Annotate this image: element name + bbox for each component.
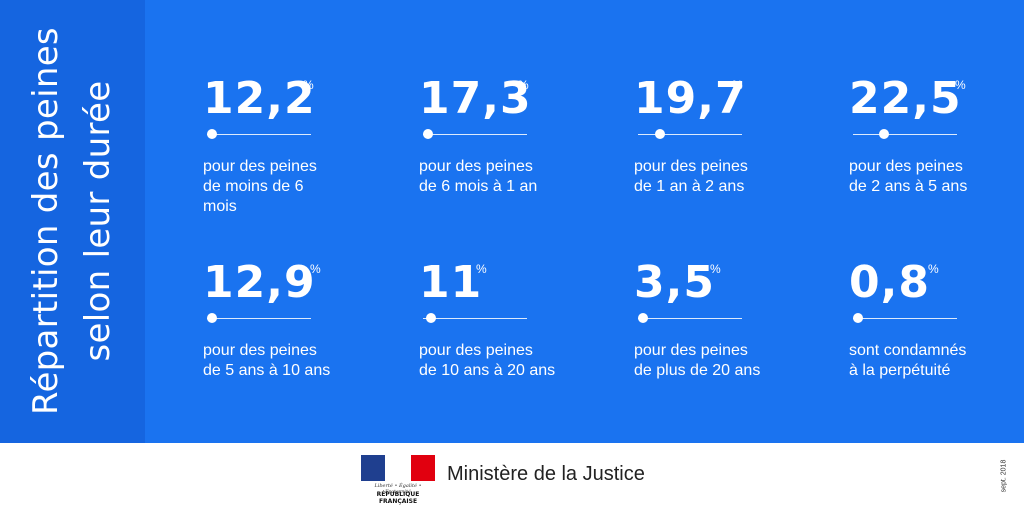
divider-dot: [879, 129, 889, 139]
divider-line: [853, 318, 957, 319]
logo-motto: Liberté • Égalité • Fraternité: [374, 483, 422, 495]
divider-line: [423, 318, 527, 319]
sidebar-title: Répartition des peines selon leur durée: [20, 27, 124, 415]
main-panel: [0, 0, 1024, 443]
sidebar-title-line-2: selon leur durée: [78, 80, 118, 362]
divider-line: [638, 318, 742, 319]
divider-dot: [423, 129, 433, 139]
marianne-flag-icon: [361, 455, 435, 481]
stat-value: 12,2: [203, 73, 316, 124]
percent-sign: %: [476, 262, 487, 276]
divider-dot: [207, 129, 217, 139]
percent-sign: %: [310, 262, 321, 276]
stat-value: 12,9: [203, 257, 316, 308]
description-line: pour des peines: [203, 158, 317, 175]
divider-dot: [426, 313, 436, 323]
description-line: de 2 ans à 5 ans: [849, 178, 968, 195]
logo-republique: RÉPUBLIQUE FRANÇAISE: [376, 491, 420, 505]
description-line: sont condamnés: [849, 342, 967, 359]
percent-sign: %: [928, 262, 939, 276]
description-line: pour des peines: [849, 158, 963, 175]
stat-description: pour des peines de 1 an à 2 ans: [634, 157, 784, 197]
percent-sign: %: [518, 78, 529, 92]
description-line: de plus de 20 ans: [634, 362, 761, 379]
divider-dot: [207, 313, 217, 323]
divider-line: [207, 134, 311, 135]
percent-sign: %: [710, 262, 721, 276]
divider-dot: [638, 313, 648, 323]
percent-sign: %: [732, 78, 743, 92]
stat-value: 17,3: [419, 73, 532, 124]
ministry-name: Ministère de la Justice: [447, 463, 645, 485]
stat-value: 22,5: [849, 73, 962, 124]
stat-value: 19,7: [634, 73, 747, 124]
description-line: pour des peines: [419, 158, 533, 175]
divider-line: [638, 134, 742, 135]
republique-francaise-logo: Liberté • Égalité • Fraternité RÉPUBLIQU…: [361, 455, 435, 505]
description-line: pour des peines: [419, 342, 533, 359]
publication-date: sept. 2018: [1000, 459, 1008, 493]
divider-dot: [655, 129, 665, 139]
stat-description: pour des peines de 10 ans à 20 ans: [419, 341, 569, 381]
stat-description: pour des peines de 5 ans à 10 ans: [203, 341, 353, 381]
description-line: de 1 an à 2 ans: [634, 178, 745, 195]
description-line: mois: [203, 198, 237, 215]
stat-description: pour des peines de moins de 6 mois: [203, 157, 353, 217]
stat-value: 11: [419, 257, 483, 308]
divider-line: [423, 134, 527, 135]
divider-dot: [853, 313, 863, 323]
description-line: de 10 ans à 20 ans: [419, 362, 556, 379]
sidebar-panel: Répartition des peines selon leur durée: [0, 0, 145, 443]
description-line: de 6 mois à 1 an: [419, 178, 538, 195]
divider-line: [207, 318, 311, 319]
stat-description: pour des peines de 6 mois à 1 an: [419, 157, 569, 197]
stat-description: pour des peines de 2 ans à 5 ans: [849, 157, 999, 197]
description-line: de 5 ans à 10 ans: [203, 362, 331, 379]
percent-sign: %: [955, 78, 966, 92]
description-line: pour des peines: [634, 342, 748, 359]
stat-value: 0,8: [849, 257, 930, 308]
percent-sign: %: [303, 78, 314, 92]
stat-description: sont condamnés à la perpétuité: [849, 341, 999, 381]
stat-value: 3,5: [634, 257, 715, 308]
description-line: à la perpétuité: [849, 362, 951, 379]
description-line: pour des peines: [203, 342, 317, 359]
sidebar-title-line-1: Répartition des peines: [26, 27, 66, 415]
description-line: de moins de 6: [203, 178, 304, 195]
description-line: pour des peines: [634, 158, 748, 175]
divider-line: [853, 134, 957, 135]
stat-description: pour des peines de plus de 20 ans: [634, 341, 784, 381]
